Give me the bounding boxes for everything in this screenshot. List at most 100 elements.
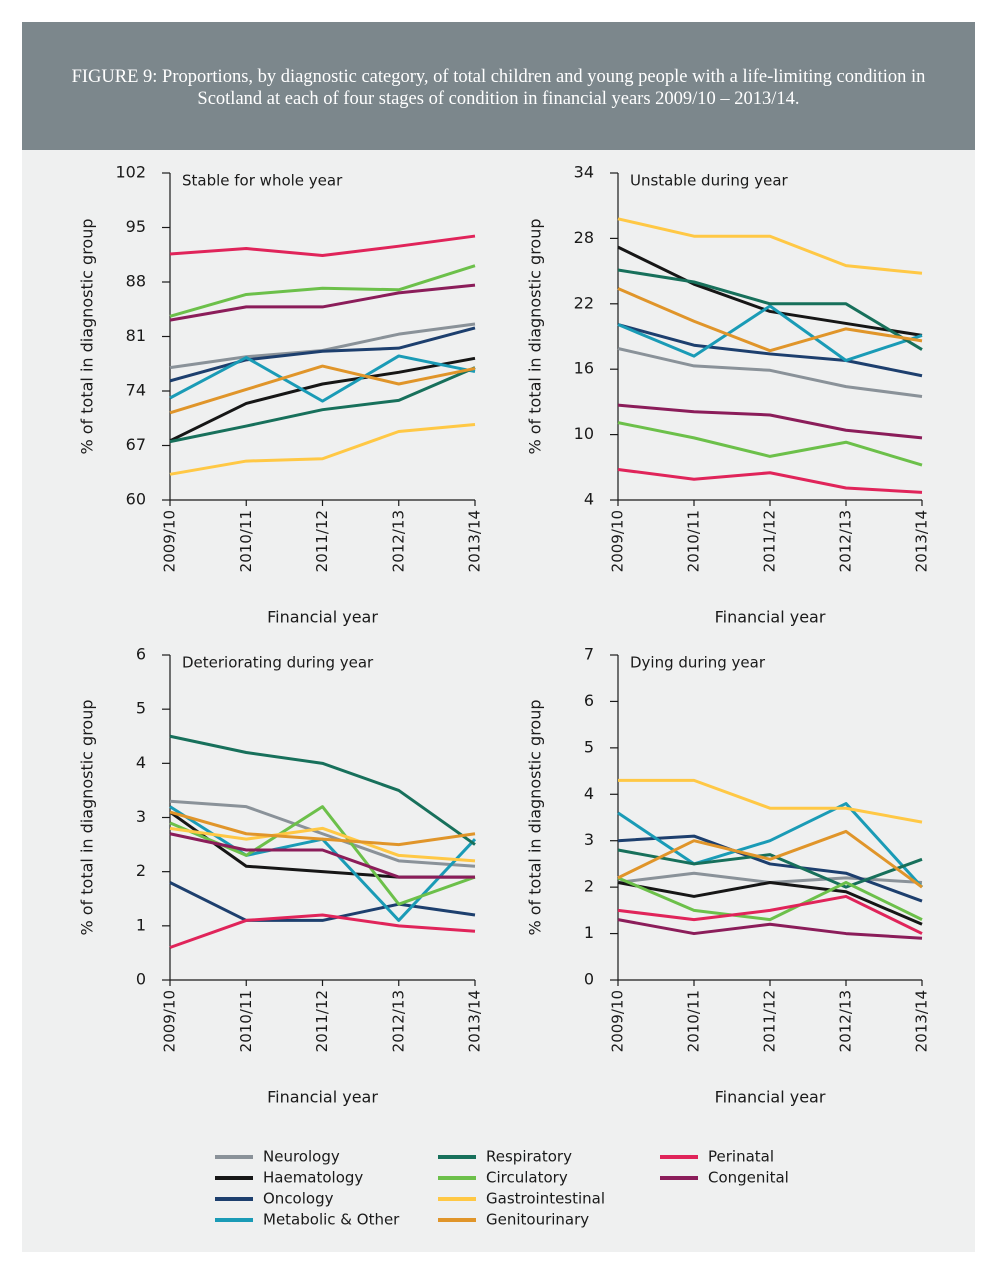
legend-label: Congenital xyxy=(708,1169,789,1187)
y-tick-label: 7 xyxy=(584,645,594,664)
series-line xyxy=(169,881,476,922)
panel-title: Unstable during year xyxy=(630,172,789,190)
y-tick-label: 4 xyxy=(584,784,594,803)
series-line xyxy=(617,245,923,337)
panel-title: Dying during year xyxy=(630,654,766,672)
x-tick-label: 2013/14 xyxy=(466,510,484,572)
y-tick-label: 4 xyxy=(136,753,146,772)
series-line xyxy=(169,422,476,476)
series-line xyxy=(169,366,476,444)
series-line xyxy=(617,894,923,935)
y-tick-label: 102 xyxy=(115,163,146,182)
series-line xyxy=(617,421,923,467)
x-tick-label: 2010/11 xyxy=(237,990,255,1052)
x-tick-label: 2010/11 xyxy=(237,510,255,572)
y-tick-label: 28 xyxy=(574,228,594,247)
series-line xyxy=(617,323,923,378)
y-tick-label: 88 xyxy=(126,272,146,291)
legend-label: Gastrointestinal xyxy=(486,1190,605,1208)
x-tick-label: 2012/13 xyxy=(389,510,407,572)
x-axis-label: Financial year xyxy=(267,608,378,627)
x-tick-label: 2011/12 xyxy=(761,510,779,572)
y-tick-label: 5 xyxy=(584,737,594,756)
legend-label: Oncology xyxy=(263,1190,334,1208)
y-axis-label: % of total in diagnostic group xyxy=(526,699,545,935)
x-tick-label: 2010/11 xyxy=(685,990,703,1052)
y-tick-label: 3 xyxy=(136,807,146,826)
x-tick-label: 2013/14 xyxy=(913,510,931,572)
legend-label: Metabolic & Other xyxy=(263,1211,400,1229)
series-line xyxy=(617,802,924,889)
panel-title: Deteriorating during year xyxy=(182,654,374,672)
y-tick-label: 6 xyxy=(136,645,146,664)
y-tick-label: 1 xyxy=(136,915,146,934)
y-tick-label: 95 xyxy=(126,217,146,236)
series-line xyxy=(617,848,923,889)
series-line xyxy=(617,829,923,889)
x-tick-label: 2012/13 xyxy=(389,990,407,1052)
series-line xyxy=(617,304,923,362)
y-axis-label: % of total in diagnostic group xyxy=(78,218,97,454)
y-tick-label: 74 xyxy=(126,381,146,400)
x-axis-label: Financial year xyxy=(715,608,826,627)
series-line xyxy=(169,364,476,415)
y-tick-label: 6 xyxy=(584,691,594,710)
x-tick-label: 2011/12 xyxy=(313,510,331,572)
x-tick-label: 2009/10 xyxy=(161,510,179,572)
y-tick-label: 10 xyxy=(574,424,594,443)
series-line xyxy=(617,347,923,398)
x-tick-label: 2012/13 xyxy=(837,510,855,572)
legend-label: Neurology xyxy=(263,1148,340,1166)
legend-label: Genitourinary xyxy=(486,1211,589,1229)
y-tick-label: 4 xyxy=(584,490,594,509)
panel-title: Stable for whole year xyxy=(182,172,343,190)
series-line xyxy=(169,832,475,879)
y-axis-label: % of total in diagnostic group xyxy=(78,699,97,935)
series-line xyxy=(617,217,923,275)
series-line xyxy=(617,834,923,903)
y-tick-label: 16 xyxy=(574,359,594,378)
y-tick-label: 22 xyxy=(574,293,594,312)
x-tick-label: 2009/10 xyxy=(609,990,627,1052)
legend-label: Respiratory xyxy=(486,1148,572,1166)
y-tick-label: 3 xyxy=(584,830,594,849)
figure-title: FIGURE 9: Proportions, by diagnostic cat… xyxy=(22,22,975,150)
legend-label: Circulatory xyxy=(486,1169,568,1187)
y-tick-label: 0 xyxy=(584,970,594,989)
series-line xyxy=(617,881,923,926)
y-tick-label: 60 xyxy=(126,490,146,509)
series-line xyxy=(617,287,923,353)
figure-panel xyxy=(22,22,975,1252)
y-axis-label: % of total in diagnostic group xyxy=(526,218,545,454)
y-tick-label: 0 xyxy=(136,970,146,989)
legend-label: Haematology xyxy=(263,1169,363,1187)
series-line xyxy=(618,778,923,824)
y-tick-label: 2 xyxy=(584,877,594,896)
x-tick-label: 2009/10 xyxy=(161,990,179,1052)
series-line xyxy=(169,799,476,868)
series-line xyxy=(617,268,923,351)
series-line xyxy=(169,283,476,322)
legend-label: Perinatal xyxy=(708,1148,774,1166)
series-line xyxy=(169,234,476,258)
x-tick-label: 2012/13 xyxy=(837,990,855,1052)
series-line xyxy=(169,354,476,403)
x-axis-label: Financial year xyxy=(267,1088,378,1107)
x-tick-label: 2011/12 xyxy=(313,990,331,1052)
x-tick-label: 2010/11 xyxy=(685,510,703,572)
series-line xyxy=(617,876,923,922)
series-line xyxy=(169,734,476,846)
series-line xyxy=(169,264,476,318)
x-tick-label: 2013/14 xyxy=(466,990,484,1052)
x-tick-label: 2009/10 xyxy=(609,510,627,572)
y-tick-label: 81 xyxy=(126,326,146,345)
x-tick-label: 2011/12 xyxy=(761,990,779,1052)
y-tick-label: 34 xyxy=(574,163,594,182)
y-tick-label: 1 xyxy=(584,923,594,942)
x-tick-label: 2013/14 xyxy=(913,990,931,1052)
y-tick-label: 5 xyxy=(136,699,146,718)
series-line xyxy=(169,810,476,847)
y-tick-label: 67 xyxy=(126,435,146,454)
